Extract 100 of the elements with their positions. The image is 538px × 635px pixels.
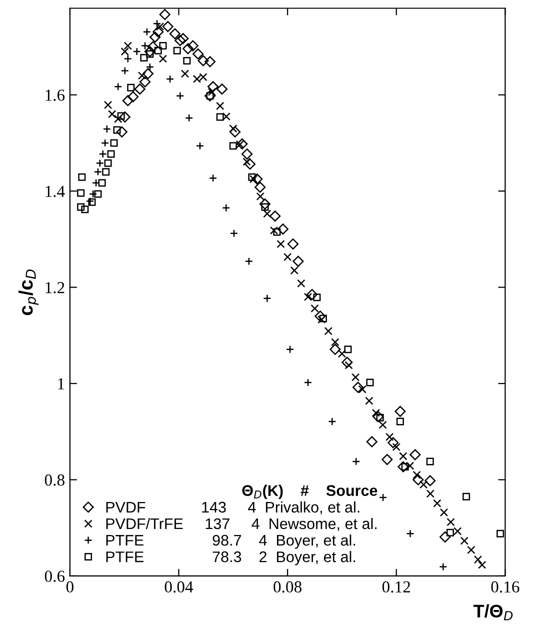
point: [304, 292, 312, 302]
y-axis-title: c$_{p}$/c$_{D}$: [18, 270, 39, 316]
point: [104, 159, 112, 167]
point: [173, 46, 181, 54]
point: [119, 111, 130, 123]
point: [433, 499, 442, 508]
point: [273, 228, 281, 236]
point: [138, 72, 146, 80]
point: [446, 518, 455, 526]
point: [98, 150, 107, 158]
point: [406, 462, 414, 470]
point: [342, 356, 353, 368]
point: [122, 95, 134, 106]
point: [440, 531, 451, 543]
point: [412, 470, 421, 480]
point: [182, 43, 194, 54]
legend-label: PVDF/TrFE 137 4 Newsome, et al.: [106, 518, 376, 531]
point: [378, 493, 388, 502]
point: [78, 173, 86, 181]
point: [324, 326, 332, 336]
point: [372, 408, 380, 417]
point: [208, 88, 216, 96]
point: [230, 229, 238, 238]
point: [152, 20, 162, 28]
point: [372, 411, 384, 422]
point: [306, 288, 318, 300]
point: [474, 555, 482, 564]
point: [244, 158, 256, 170]
point: [169, 28, 180, 40]
point: [230, 126, 241, 138]
point: [127, 84, 135, 92]
point: [385, 432, 394, 442]
point: [352, 457, 360, 466]
point: [94, 168, 102, 176]
point: [174, 34, 186, 46]
point: [330, 344, 341, 355]
point: [426, 490, 434, 498]
point: [102, 168, 110, 176]
point: [184, 114, 194, 122]
point: [276, 240, 285, 248]
point: [229, 124, 238, 133]
point: [183, 56, 191, 64]
point: [108, 110, 116, 118]
point: [287, 238, 299, 250]
legend-label: PTFE 98.7 4 Boyer, et al.: [106, 534, 356, 549]
point: [292, 256, 304, 267]
point: [352, 382, 364, 393]
point: [496, 530, 504, 538]
y-tick-label: 0.8: [44, 474, 64, 486]
point: [159, 42, 167, 50]
point: [453, 527, 462, 536]
y-tick-label: 0.6: [44, 570, 65, 582]
point: [252, 174, 263, 185]
point: [229, 142, 237, 150]
point: [88, 198, 96, 206]
point: [178, 33, 189, 44]
point: [156, 22, 164, 31]
point: [249, 174, 258, 184]
point: [263, 294, 272, 302]
point: [154, 46, 162, 54]
point: [114, 82, 122, 91]
point: [462, 492, 470, 500]
point: [244, 257, 254, 266]
y-tick-label: 1.6: [46, 90, 65, 101]
point: [236, 138, 248, 150]
point: [142, 28, 152, 36]
point: [478, 560, 486, 569]
point: [196, 142, 204, 150]
point: [440, 508, 448, 517]
point: [412, 474, 424, 486]
point: [92, 178, 100, 187]
legend-label: PTFE 78.3 2 Boyer, et al.: [106, 551, 356, 566]
point: [128, 91, 139, 102]
x-axis-title: T/Θ$_{D}$: [473, 604, 513, 620]
point: [399, 452, 408, 460]
point: [241, 148, 253, 160]
point: [77, 203, 85, 211]
point: [147, 41, 158, 52]
point: [424, 475, 436, 486]
point: [150, 32, 161, 43]
point: [116, 126, 128, 138]
point: [204, 56, 216, 68]
point: [338, 350, 346, 358]
point: [277, 224, 288, 235]
point: [328, 417, 336, 426]
point: [394, 406, 406, 417]
legend-title: Θ$_{D}$(K) # Source: [242, 484, 378, 499]
point: [176, 92, 184, 100]
point: [398, 461, 409, 472]
point: [317, 315, 326, 324]
point: [236, 140, 244, 148]
point: [216, 102, 224, 110]
point: [406, 530, 414, 538]
point: [446, 528, 454, 536]
point: [222, 112, 230, 121]
point: [208, 174, 218, 182]
point: [410, 449, 421, 460]
point: [120, 66, 129, 75]
point: [134, 84, 146, 95]
y-tick-label: 1.2: [46, 282, 64, 294]
